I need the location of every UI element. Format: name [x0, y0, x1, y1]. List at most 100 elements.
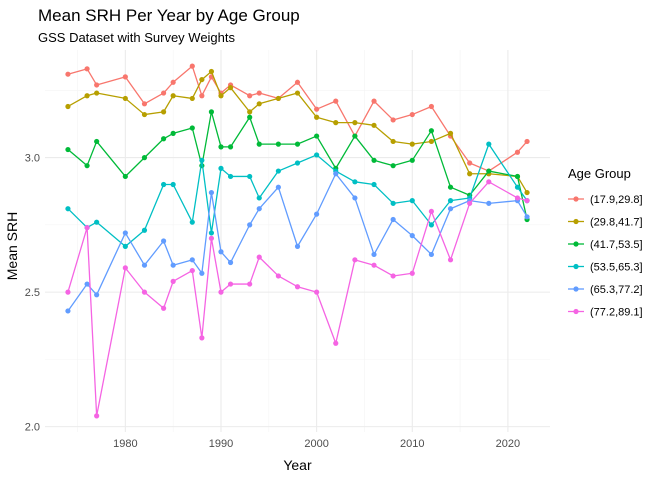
data-point	[122, 173, 128, 180]
y-axis-title: Mean SRH	[4, 212, 20, 280]
data-point	[218, 249, 224, 255]
data-point	[247, 173, 253, 180]
legend-key-point	[573, 286, 579, 292]
data-point	[65, 71, 71, 77]
data-point	[94, 82, 100, 88]
data-point	[170, 278, 176, 284]
x-tick-label: 2000	[304, 438, 328, 450]
data-point	[189, 257, 195, 263]
data-point	[208, 235, 215, 241]
data-point	[294, 284, 301, 290]
data-point	[65, 103, 71, 110]
data-point	[275, 168, 281, 174]
legend-item: (17.9,29.8]	[568, 194, 643, 206]
data-point	[390, 200, 396, 206]
x-tick-label: 1990	[209, 438, 233, 450]
series-layer	[65, 63, 530, 419]
data-point	[294, 141, 301, 147]
data-point	[333, 120, 339, 126]
data-point	[294, 79, 301, 85]
data-point	[524, 189, 530, 196]
data-point	[141, 111, 148, 118]
data-point	[122, 74, 128, 80]
series-group	[65, 68, 530, 196]
data-point	[227, 259, 234, 266]
data-point	[256, 254, 262, 260]
data-point	[486, 168, 492, 174]
data-point	[94, 138, 100, 145]
data-point	[189, 267, 195, 274]
series-line	[67, 143, 528, 248]
data-point	[218, 165, 224, 171]
plot-panel	[45, 50, 550, 432]
data-point	[352, 133, 358, 139]
data-point	[122, 230, 128, 236]
y-axis-ticks: 2.0 2.5 3.0	[25, 153, 40, 434]
data-point	[409, 111, 415, 118]
data-point	[199, 335, 205, 341]
data-point	[352, 179, 358, 185]
data-point	[65, 289, 71, 295]
data-point	[524, 138, 530, 145]
data-point	[447, 206, 454, 212]
data-point	[189, 63, 195, 69]
data-point	[409, 270, 415, 276]
data-point	[247, 114, 253, 120]
data-point	[247, 222, 253, 228]
legend-label: (29.8,41.7]	[590, 217, 643, 229]
legend-item: (65.3,77.2]	[568, 284, 643, 296]
data-point	[275, 95, 281, 102]
data-point	[371, 262, 377, 268]
data-point	[390, 273, 396, 279]
data-point	[218, 289, 224, 295]
data-point	[409, 198, 415, 204]
data-point	[65, 308, 71, 314]
data-point	[161, 181, 167, 188]
data-point	[256, 195, 262, 201]
data-point	[94, 219, 100, 225]
data-point	[94, 90, 100, 96]
data-point	[275, 141, 281, 147]
data-point	[247, 93, 253, 99]
data-point	[256, 141, 262, 147]
data-point	[428, 138, 434, 145]
data-point	[122, 95, 128, 102]
data-point	[227, 144, 234, 150]
data-point	[524, 214, 530, 220]
legend-items: (17.9,29.8] (29.8,41.7] (41.7,53.5] (53.5,6…	[568, 194, 643, 319]
data-point	[447, 198, 454, 204]
data-point	[256, 206, 262, 212]
data-point	[122, 265, 128, 271]
data-point	[371, 122, 377, 128]
data-point	[227, 173, 234, 180]
data-point	[161, 90, 167, 96]
legend-key-point	[573, 263, 579, 270]
minor-gridlines	[45, 50, 550, 432]
series-line	[67, 173, 528, 312]
series-group	[65, 179, 530, 419]
data-point	[333, 340, 339, 346]
data-point	[514, 184, 521, 190]
data-point	[227, 85, 234, 91]
legend-item: (77.2,89.1]	[568, 307, 643, 319]
major-gridlines	[45, 50, 550, 432]
data-point	[467, 200, 473, 206]
data-point	[141, 227, 148, 233]
data-point	[352, 195, 358, 201]
data-point	[352, 120, 358, 126]
data-point	[170, 93, 176, 99]
data-point	[294, 160, 301, 166]
data-point	[314, 289, 320, 295]
data-point	[84, 163, 90, 169]
x-axis-title: Year	[283, 457, 312, 473]
data-point	[333, 98, 339, 104]
data-point	[170, 79, 176, 85]
data-point	[65, 206, 71, 212]
x-tick-label: 2010	[400, 438, 424, 450]
data-point	[371, 98, 377, 104]
data-point	[390, 216, 396, 223]
data-point	[352, 257, 358, 263]
legend-label: (17.9,29.8]	[590, 194, 643, 206]
x-tick-label: 1980	[113, 438, 137, 450]
series-line	[67, 111, 528, 220]
